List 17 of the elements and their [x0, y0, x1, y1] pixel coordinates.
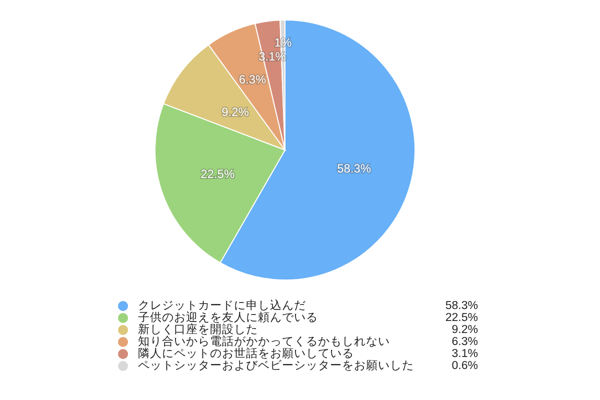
legend-label: 子供のお迎えを友人に頼んでいる — [138, 312, 319, 324]
text: 9.2% — [452, 324, 478, 336]
data-label: 1% — [274, 36, 292, 50]
data-label: 22.5% — [200, 167, 235, 182]
legend-label: 新しく口座を開設した — [138, 324, 259, 336]
text: 0.6% — [452, 360, 478, 372]
legend-label: ペットシッターおよびベビーシッターをお願いした — [138, 360, 415, 372]
text: 58.3% — [445, 300, 478, 312]
text: 22.5% — [445, 312, 478, 324]
legend-label: 知り合いから電話がかかってくるかもしれない — [138, 336, 391, 348]
text: 3.1% — [452, 348, 478, 360]
data-label: 6.3% — [238, 72, 267, 86]
legend-label: クレジットカードに申し込んだ — [138, 300, 307, 312]
data-label: 58.3% — [337, 161, 372, 176]
text: 6.3% — [452, 336, 478, 348]
legend-label: 隣人にペットのお世話をお願いしている — [138, 348, 355, 360]
data-label: 9.2% — [222, 104, 250, 119]
